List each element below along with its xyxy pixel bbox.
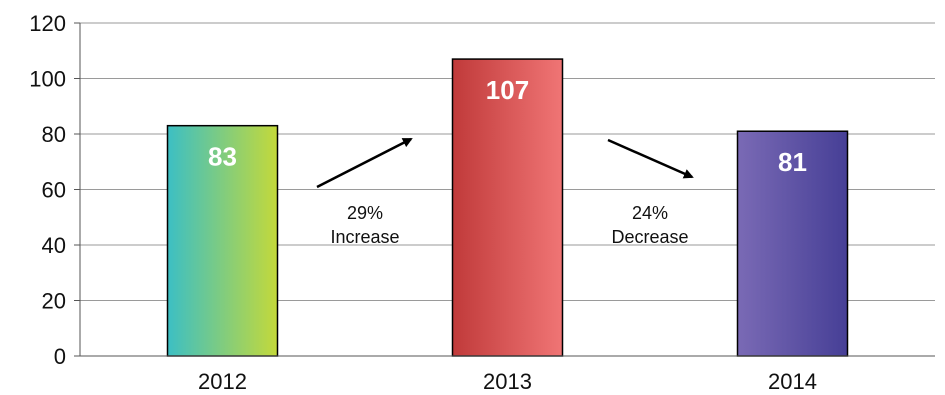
annotation-percent: 29% — [347, 203, 383, 223]
y-tick-label: 120 — [29, 11, 66, 36]
bar-value-label: 107 — [486, 75, 529, 105]
annotation-label: Decrease — [611, 227, 688, 247]
y-tick-label: 100 — [29, 67, 66, 92]
trend-arrow-down — [607, 138, 694, 179]
bar-2014 — [736, 130, 849, 357]
annotation-percent: 24% — [632, 203, 668, 223]
y-tick-label: 80 — [42, 122, 66, 147]
bar-2013 — [451, 58, 564, 357]
bar-value-label: 83 — [208, 142, 237, 172]
annotation-label: Increase — [330, 227, 399, 247]
y-tick-label: 20 — [42, 289, 66, 314]
x-tick-label: 2012 — [198, 369, 247, 394]
trend-arrow-up — [316, 137, 413, 189]
bar-value-label: 81 — [778, 147, 807, 177]
y-tick-label: 60 — [42, 178, 66, 203]
y-tick-label: 0 — [54, 344, 66, 369]
x-tick-label: 2013 — [483, 369, 532, 394]
x-tick-label: 2014 — [768, 369, 817, 394]
y-tick-label: 40 — [42, 233, 66, 258]
